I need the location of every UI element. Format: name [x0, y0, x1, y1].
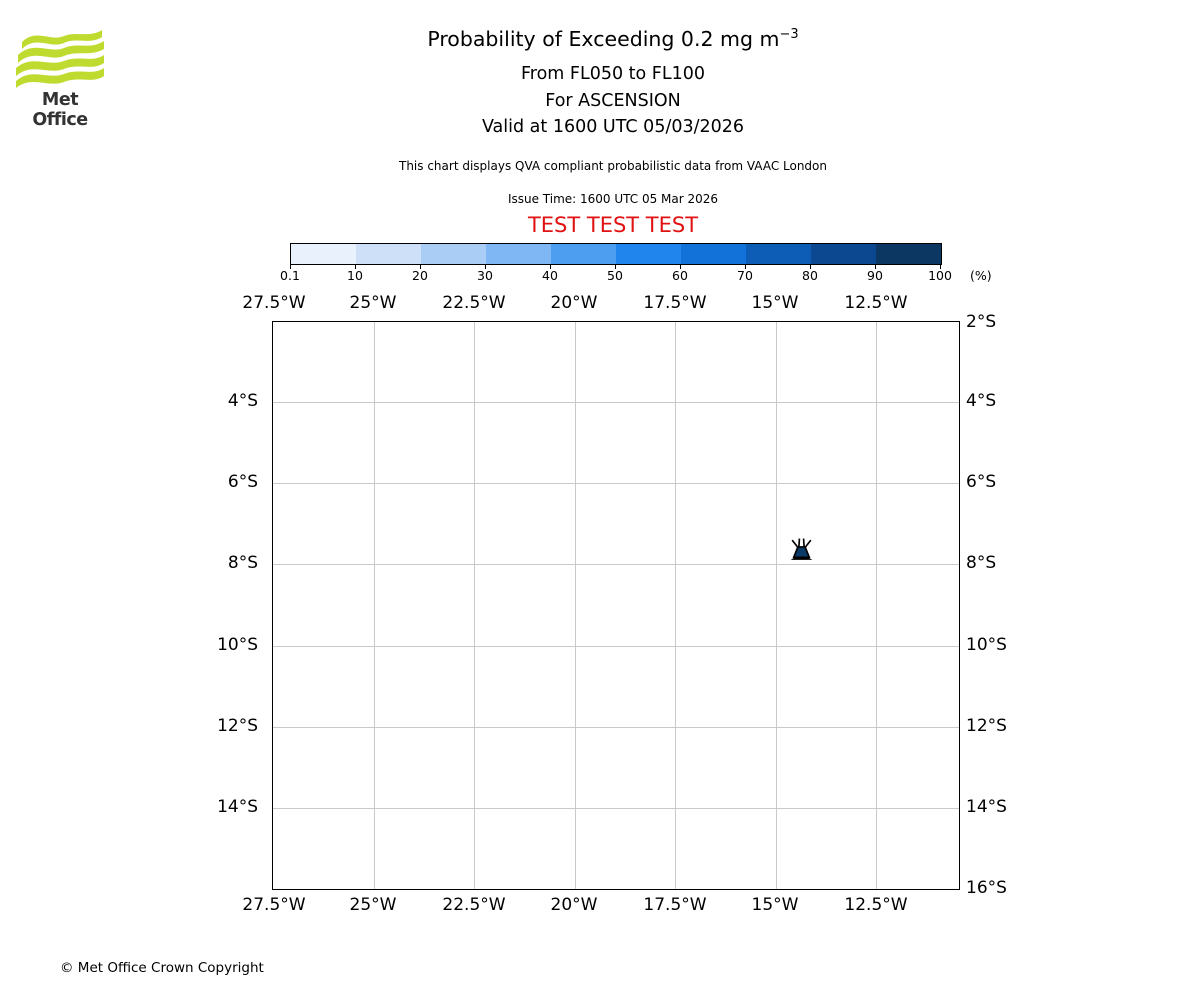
test-banner: TEST TEST TEST [527, 213, 699, 237]
lon-label-top: 27.5°W [242, 293, 306, 313]
page-title: Probability of Exceeding 0.2 mg m−3 [427, 27, 799, 51]
lon-label-top: 17.5°W [643, 293, 707, 313]
met-office-logo [16, 30, 104, 88]
lat-label-left: 4°S [227, 391, 258, 411]
colorbar-tick-label: 20 [412, 268, 428, 283]
lat-label-right: 2°S [966, 312, 997, 332]
lat-label-right: 10°S [966, 635, 1007, 655]
lon-label-top: 22.5°W [442, 293, 506, 313]
met-office-logo-text: Met Office [32, 90, 88, 130]
lat-label-left: 8°S [227, 553, 258, 573]
lon-label-bottom: 12.5°W [844, 895, 908, 915]
volcano-marker [790, 538, 813, 560]
gridline-horizontal [273, 564, 959, 565]
colorbar-segment [876, 244, 941, 264]
gridline-horizontal [273, 483, 959, 484]
gridline-horizontal [273, 402, 959, 403]
lat-label-right: 6°S [966, 472, 997, 492]
colorbar-tick [615, 265, 616, 269]
colorbar-segment [616, 244, 681, 264]
colorbar-unit-label: (%) [970, 268, 992, 283]
colorbar-tick-label: 70 [737, 268, 753, 283]
lat-label-left: 14°S [217, 797, 258, 817]
lat-label-right: 16°S [966, 878, 1007, 898]
gridline-horizontal [273, 808, 959, 809]
lat-label-right: 8°S [966, 553, 997, 573]
gridline-vertical [675, 322, 676, 889]
colorbar-tick-label: 50 [607, 268, 623, 283]
lat-label-right: 12°S [966, 716, 1007, 736]
colorbar-tick-label: 80 [802, 268, 818, 283]
title-exponent: −3 [779, 27, 799, 43]
lon-label-top: 12.5°W [844, 293, 908, 313]
colorbar-tick [810, 265, 811, 269]
colorbar-tick-label: 40 [542, 268, 558, 283]
colorbar-tick [680, 265, 681, 269]
issue-time-text: Issue Time: 1600 UTC 05 Mar 2026 [507, 192, 719, 206]
lon-label-top: 20°W [550, 293, 598, 313]
gridline-horizontal [273, 646, 959, 647]
gridline-horizontal [273, 727, 959, 728]
subtitle-location: For ASCENSION [545, 91, 681, 111]
lon-label-bottom: 17.5°W [643, 895, 707, 915]
colorbar-segment [486, 244, 551, 264]
colorbar-tick [550, 265, 551, 269]
colorbar-tick-label: 90 [867, 268, 883, 283]
logo-wave-bands [16, 30, 104, 88]
lat-label-left: 6°S [227, 472, 258, 492]
gridline-vertical [776, 322, 777, 889]
gridline-vertical [876, 322, 877, 889]
map-plot-area [272, 321, 960, 890]
subtitle-flight-levels: From FL050 to FL100 [520, 64, 706, 84]
colorbar-tick-label: 30 [477, 268, 493, 283]
lat-label-left: 10°S [217, 635, 258, 655]
lat-label-right: 4°S [966, 391, 997, 411]
lon-label-bottom: 20°W [550, 895, 598, 915]
colorbar-tick [420, 265, 421, 269]
colorbar-tick [745, 265, 746, 269]
gridline-vertical [575, 322, 576, 889]
disclaimer-text: This chart displays QVA compliant probab… [399, 159, 827, 173]
gridline-vertical [474, 322, 475, 889]
colorbar-tick-label: 0.1 [280, 268, 300, 283]
colorbar-segment [551, 244, 616, 264]
colorbar-segment [421, 244, 486, 264]
colorbar-tick [940, 265, 941, 269]
subtitle-valid-time: Valid at 1600 UTC 05/03/2026 [481, 117, 745, 137]
probability-colorbar [290, 243, 942, 265]
gridline-vertical [374, 322, 375, 889]
lon-label-top: 15°W [751, 293, 799, 313]
colorbar-tick-label: 100 [928, 268, 952, 283]
colorbar-tick-label: 60 [672, 268, 688, 283]
lon-label-bottom: 25°W [349, 895, 397, 915]
colorbar-segment [356, 244, 421, 264]
colorbar-tick [485, 265, 486, 269]
colorbar-segment [811, 244, 876, 264]
colorbar-segment [681, 244, 746, 264]
colorbar-tick [355, 265, 356, 269]
colorbar-tick [875, 265, 876, 269]
lon-label-top: 25°W [349, 293, 397, 313]
colorbar-segment [746, 244, 811, 264]
colorbar-segment [291, 244, 356, 264]
colorbar-tick-label: 10 [347, 268, 363, 283]
copyright-text: © Met Office Crown Copyright [60, 960, 264, 976]
lat-label-left: 12°S [217, 716, 258, 736]
lon-label-bottom: 15°W [751, 895, 799, 915]
lon-label-bottom: 22.5°W [442, 895, 506, 915]
lat-label-right: 14°S [966, 797, 1007, 817]
lon-label-bottom: 27.5°W [242, 895, 306, 915]
colorbar-tick [290, 265, 291, 269]
